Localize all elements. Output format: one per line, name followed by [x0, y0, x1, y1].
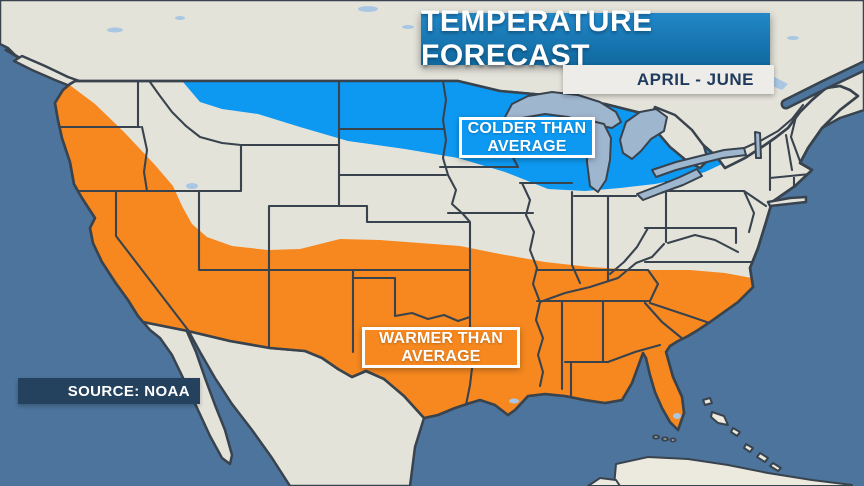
- state-borders: [55, 81, 812, 407]
- warmer-label-line2: AVERAGE: [401, 347, 481, 365]
- warmer-label: WARMER THAN AVERAGE: [362, 327, 520, 368]
- colder-label: COLDER THAN AVERAGE: [459, 117, 595, 158]
- lake-erie: [636, 168, 703, 201]
- us-coastline: [53, 79, 860, 432]
- colder-label-line2: AVERAGE: [487, 137, 567, 155]
- lake-champlain: [754, 131, 762, 159]
- florida-keys: [652, 434, 677, 443]
- lake-ontario: [651, 147, 747, 178]
- bahamas: [702, 397, 782, 472]
- yucatan-tip: [587, 477, 621, 486]
- islands: [587, 195, 853, 486]
- lake-huron: [619, 108, 668, 160]
- colder-label-line1: COLDER THAN: [467, 119, 587, 137]
- page-title: TEMPERATURE FORECAST: [421, 5, 653, 72]
- source-badge: SOURCE: NOAA: [18, 378, 200, 404]
- subtitle-bar: APRIL - JUNE: [563, 65, 774, 94]
- title-banner: TEMPERATURE FORECAST: [421, 5, 770, 72]
- date-range-label: APRIL - JUNE: [636, 69, 754, 89]
- cuba: [613, 456, 853, 486]
- warmer-label-line1: WARMER THAN: [379, 329, 503, 347]
- source-text: SOURCE: NOAA: [67, 382, 190, 400]
- st-lawrence-river: [780, 60, 864, 110]
- long-island: [766, 195, 808, 208]
